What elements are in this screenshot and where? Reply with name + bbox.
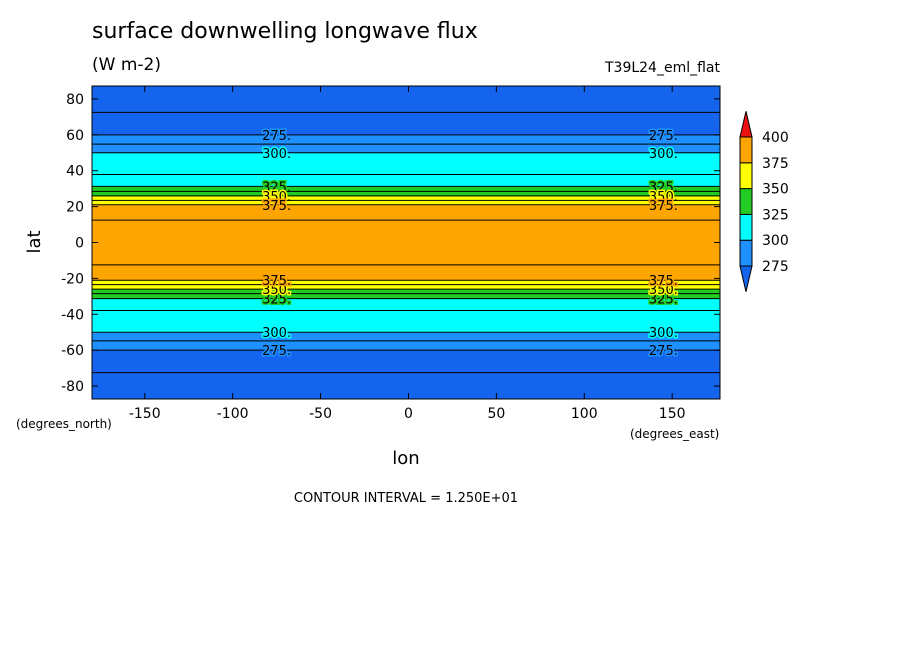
x-tick-label: -100	[217, 406, 249, 422]
contour-label: 350.	[262, 190, 291, 205]
filled-band	[92, 331, 720, 342]
filled-band	[92, 193, 720, 197]
filled-band	[92, 152, 720, 163]
filled-band	[92, 242, 720, 261]
filled-band	[92, 340, 720, 351]
plot-area: 275. 275. 275. 275. 300. 300. 300. 300. 325. 325.…	[92, 86, 720, 399]
colorbar-label: 375	[762, 156, 789, 172]
contour-label: 350.	[649, 190, 678, 205]
filled-band	[92, 170, 720, 181]
colorbar-triangle	[739, 265, 753, 292]
colorbar-box	[739, 239, 753, 267]
colorbar-box	[739, 136, 753, 164]
colorbar-label: 275	[762, 259, 789, 275]
x-axis-label: lon	[392, 448, 419, 469]
contour-label: 300.	[649, 326, 678, 341]
filled-band	[92, 179, 720, 186]
contour-label: 275.	[262, 344, 291, 359]
contour-label: 350.	[262, 283, 291, 298]
filled-band	[92, 184, 720, 187]
colorbar-triangle	[739, 111, 753, 138]
x-tick-label: 150	[659, 406, 686, 422]
colorbar-label: 325	[762, 207, 789, 223]
contour-label: 350.	[649, 283, 678, 298]
contour-label: 300.	[649, 147, 678, 162]
colorbar-label: 400	[762, 130, 789, 146]
contour-label: 275.	[649, 129, 678, 144]
overlay: -150 -100 -50 0 50 100 150 -80 -60 -40 -20 0 20 40 60 8…	[61, 85, 789, 422]
filled-band	[92, 116, 720, 136]
filled-band	[92, 349, 720, 369]
y-tick-label: -60	[61, 343, 84, 359]
contour-label: 375.	[262, 199, 291, 214]
colorbar-box	[739, 188, 753, 215]
contour-label: 375.	[262, 274, 291, 289]
footer: CONTOUR INTERVAL = 1.250E+01	[294, 491, 518, 506]
colorbar-box	[739, 162, 753, 190]
filled-band	[92, 367, 720, 387]
y-unit: (degrees_north)	[16, 417, 112, 431]
x-tick-label: 50	[487, 406, 505, 422]
filled-band	[92, 134, 720, 145]
contour-interval: 1.250E+01	[445, 491, 518, 506]
x-tick-label: -50	[309, 406, 332, 422]
colorbar-label: 350	[762, 182, 789, 198]
filled-band	[92, 199, 720, 206]
filled-band	[92, 161, 720, 172]
filled-band	[92, 295, 720, 299]
y-tick-label: -20	[61, 271, 84, 287]
filled-band	[92, 279, 720, 286]
filled-band	[92, 195, 720, 200]
filled-band	[92, 298, 720, 301]
filled-band	[92, 299, 720, 306]
x-unit: (degrees_east)	[630, 427, 719, 441]
contour-label: 325.	[649, 293, 678, 308]
filled-band	[92, 204, 720, 216]
contour-label: 275.	[262, 129, 291, 144]
chart-title: surface downwelling longwave flux	[92, 19, 478, 44]
filled-band	[92, 98, 720, 118]
contour-label: 275.	[649, 344, 678, 359]
y-tick-label: 20	[66, 200, 84, 216]
filled-band	[92, 288, 720, 292]
filled-band	[92, 322, 720, 333]
colorbar-label: 300	[762, 233, 789, 249]
y-tick-label: 0	[75, 236, 84, 252]
y-tick-label: 80	[66, 92, 84, 108]
filled-band	[92, 86, 720, 100]
filled-band	[92, 186, 720, 190]
subtitle: (W m-2)	[92, 55, 161, 75]
x-tick-label: 100	[571, 406, 598, 422]
filled-band	[92, 269, 720, 281]
footer-label: CONTOUR INTERVAL =	[294, 491, 441, 506]
y-tick-label: 60	[66, 128, 84, 144]
dataset-label: T39L24_eml_flat	[604, 60, 721, 76]
contour-label: 300.	[262, 147, 291, 162]
contour-label: 325.	[262, 293, 291, 308]
x-tick-label: 0	[404, 406, 413, 422]
y-tick-label: 40	[66, 164, 84, 180]
filled-band	[92, 224, 720, 243]
filled-band	[92, 285, 720, 290]
y-axis-label: lat	[24, 230, 45, 253]
colorbar-box	[739, 213, 753, 241]
contour-label: 300.	[262, 326, 291, 341]
contour-label: 375.	[649, 199, 678, 214]
filled-band	[92, 143, 720, 154]
contour-label: 375.	[649, 274, 678, 289]
filled-band	[92, 313, 720, 324]
filled-band	[92, 304, 720, 315]
x-tick-label: -150	[129, 406, 161, 422]
y-tick-label: -80	[61, 379, 84, 395]
y-tick-label: -40	[61, 307, 84, 323]
filled-band	[92, 385, 720, 399]
